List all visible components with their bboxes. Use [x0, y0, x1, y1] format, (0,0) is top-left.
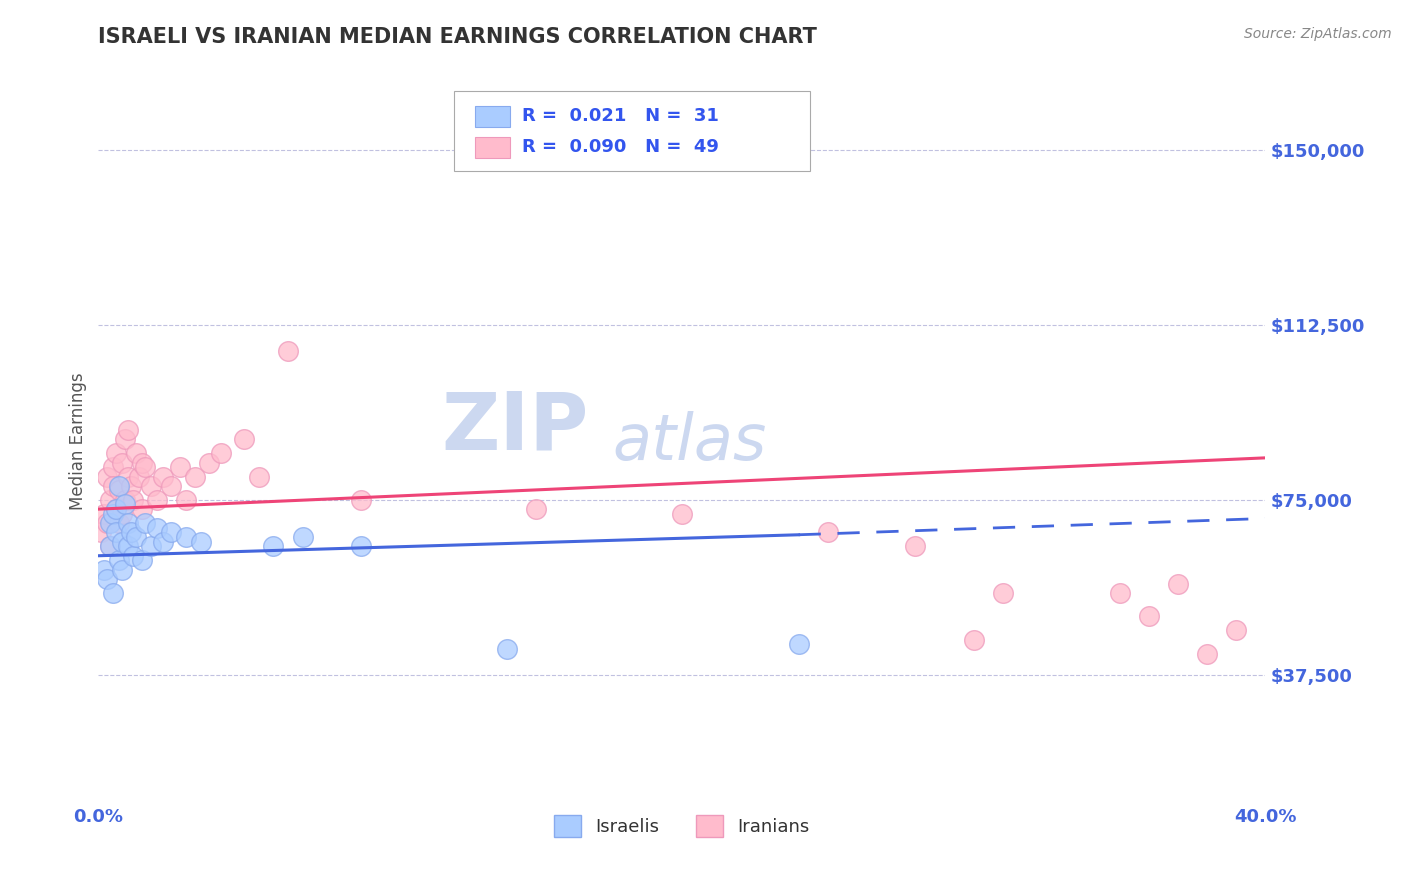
Point: [108, 553, 131, 567]
Point: [98, 540, 121, 554]
Point: [291, 530, 314, 544]
Point: [160, 525, 183, 540]
Point: [111, 507, 134, 521]
Point: [262, 540, 284, 554]
Point: [524, 502, 547, 516]
Point: [108, 479, 131, 493]
Point: [117, 423, 139, 437]
Y-axis label: Median Earnings: Median Earnings: [69, 373, 87, 510]
Point: [122, 549, 145, 563]
Text: Source: ZipAtlas.com: Source: ZipAtlas.com: [1244, 27, 1392, 41]
Point: [101, 479, 124, 493]
Point: [96, 516, 118, 530]
Point: [671, 507, 693, 521]
Point: [1195, 647, 1218, 661]
Point: [93, 563, 115, 577]
Point: [152, 534, 174, 549]
Text: R =  0.090   N =  49: R = 0.090 N = 49: [522, 138, 718, 156]
Point: [111, 563, 134, 577]
Point: [131, 502, 153, 516]
Point: [174, 492, 197, 507]
Point: [120, 525, 142, 540]
Text: ZIP: ZIP: [441, 388, 589, 467]
Point: [904, 540, 927, 554]
Point: [209, 446, 232, 460]
Point: [114, 498, 136, 512]
Text: atlas: atlas: [612, 410, 766, 473]
Point: [117, 469, 139, 483]
Point: [131, 553, 153, 567]
Point: [114, 432, 136, 446]
Point: [134, 516, 156, 530]
Point: [125, 446, 148, 460]
Point: [108, 516, 131, 530]
Point: [1167, 576, 1189, 591]
Point: [183, 469, 205, 483]
Point: [174, 530, 197, 544]
Point: [350, 540, 373, 554]
Point: [104, 525, 127, 540]
Point: [93, 507, 115, 521]
Point: [350, 492, 373, 507]
Point: [108, 483, 131, 498]
Point: [1225, 624, 1247, 638]
FancyBboxPatch shape: [475, 136, 510, 158]
Point: [96, 572, 118, 586]
Point: [146, 492, 169, 507]
Point: [134, 460, 156, 475]
Point: [190, 534, 212, 549]
Point: [114, 492, 136, 507]
Point: [98, 516, 121, 530]
Point: [277, 343, 299, 358]
Point: [101, 507, 124, 521]
Point: [117, 540, 139, 554]
Point: [962, 632, 984, 647]
Point: [146, 521, 169, 535]
Point: [111, 456, 134, 470]
Text: ISRAELI VS IRANIAN MEDIAN EARNINGS CORRELATION CHART: ISRAELI VS IRANIAN MEDIAN EARNINGS CORRE…: [98, 27, 817, 46]
Point: [496, 642, 519, 657]
Point: [1108, 586, 1130, 600]
Point: [104, 446, 127, 460]
Point: [1137, 609, 1160, 624]
Point: [817, 525, 839, 540]
Point: [198, 456, 221, 470]
Point: [152, 469, 174, 483]
Point: [122, 492, 145, 507]
Point: [101, 586, 124, 600]
Point: [128, 469, 150, 483]
Point: [98, 540, 121, 554]
Point: [139, 540, 162, 554]
FancyBboxPatch shape: [454, 91, 810, 170]
Point: [104, 502, 127, 516]
Point: [169, 460, 191, 475]
Point: [233, 432, 256, 446]
Point: [101, 460, 124, 475]
Point: [111, 534, 134, 549]
Point: [120, 479, 142, 493]
Point: [139, 479, 162, 493]
Point: [160, 479, 183, 493]
Text: R =  0.021   N =  31: R = 0.021 N = 31: [522, 107, 718, 126]
Point: [247, 469, 270, 483]
Point: [104, 502, 127, 516]
Point: [125, 530, 148, 544]
Point: [787, 637, 810, 651]
Point: [117, 516, 139, 530]
Point: [96, 469, 118, 483]
Point: [991, 586, 1014, 600]
FancyBboxPatch shape: [475, 105, 510, 128]
Point: [131, 456, 153, 470]
Legend: Israelis, Iranians: Israelis, Iranians: [547, 808, 817, 845]
Point: [98, 492, 121, 507]
Point: [90, 525, 112, 540]
